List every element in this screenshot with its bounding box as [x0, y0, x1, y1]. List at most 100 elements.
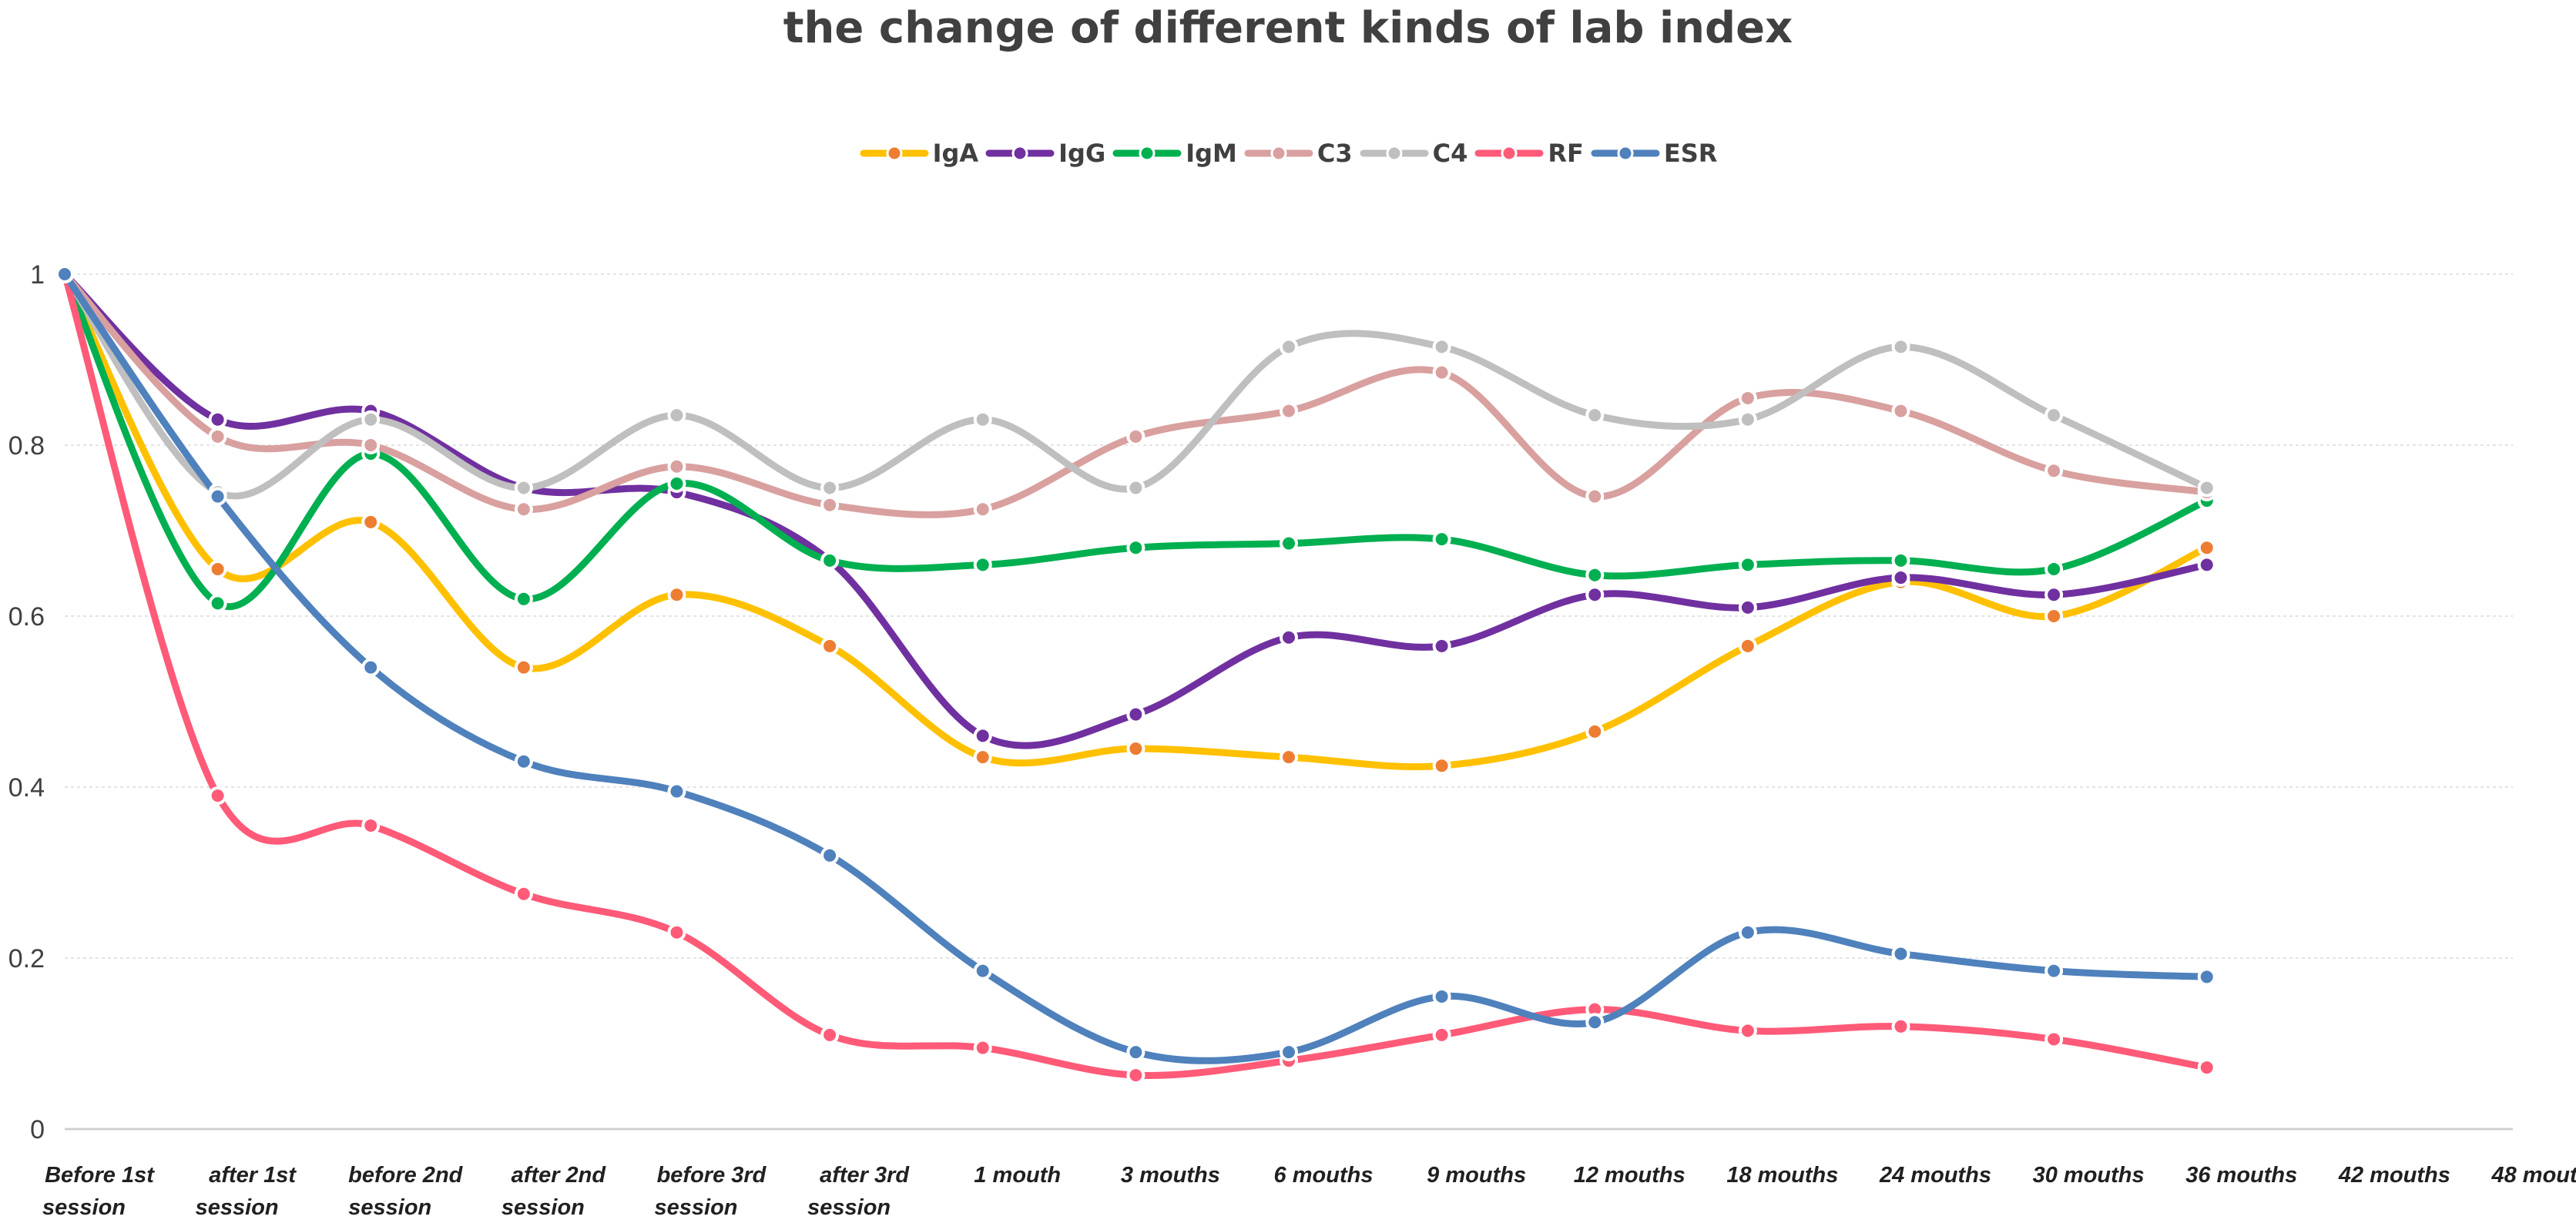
x-tick-label: 6 mouths	[1274, 1163, 1374, 1188]
x-tick-label: 30 mouths	[2033, 1163, 2145, 1188]
point-igm	[1126, 538, 1145, 558]
point-rf	[1891, 1017, 1910, 1036]
point-rf	[973, 1038, 992, 1057]
point-c4	[2197, 478, 2216, 498]
point-c3	[2044, 461, 2064, 481]
legend-swatch	[1360, 145, 1429, 162]
point-iga	[820, 636, 840, 655]
point-igm	[1891, 551, 1910, 570]
legend-item-iga: IgA	[859, 139, 979, 168]
y-tick-label: 0.2	[8, 944, 45, 973]
legend-swatch	[1591, 145, 1660, 162]
point-igg	[1738, 598, 1757, 617]
legend-marker	[1501, 145, 1518, 162]
point-esr	[361, 658, 381, 677]
series-line-c4	[61, 270, 2211, 500]
point-rf	[361, 816, 381, 835]
point-c3	[361, 436, 381, 454]
point-igg	[1280, 628, 1298, 647]
legend-item-rf: RF	[1474, 139, 1584, 168]
point-iga	[208, 559, 227, 578]
point-igm	[1738, 555, 1757, 575]
point-iga	[1585, 722, 1605, 741]
point-rf	[208, 786, 227, 806]
legend-label: C4	[1432, 139, 1468, 168]
point-rf	[514, 884, 533, 903]
point-c3	[1280, 401, 1298, 421]
x-tick-label: 48 mouths	[2490, 1163, 2576, 1188]
legend-marker	[1386, 145, 1403, 162]
legend-item-igg: IgG	[984, 139, 1105, 168]
gridlines	[65, 273, 2513, 959]
legend-swatch	[1112, 145, 1182, 162]
chart-title: the change of different kinds of lab ind…	[783, 3, 1793, 53]
point-iga	[973, 748, 992, 767]
point-esr	[1126, 1043, 1145, 1062]
point-igg	[1126, 705, 1145, 724]
point-esr	[1432, 987, 1451, 1006]
legend-swatch	[1244, 145, 1313, 162]
point-igm	[667, 474, 686, 493]
x-tick-label: before 2nd session	[348, 1163, 464, 1220]
point-esr	[973, 961, 992, 980]
point-igg	[973, 726, 992, 746]
point-igm	[208, 594, 227, 613]
point-iga	[1126, 739, 1145, 759]
series-line-igm	[61, 270, 2211, 610]
point-igg	[1432, 636, 1451, 655]
point-iga	[1738, 636, 1757, 655]
point-c4	[973, 410, 992, 429]
point-c4	[361, 410, 381, 429]
y-tick-label: 1	[30, 260, 45, 290]
point-c4	[820, 478, 840, 498]
point-iga	[2044, 607, 2064, 625]
x-tick-label: after 3rd session	[807, 1163, 910, 1220]
legend-item-igm: IgM	[1112, 139, 1237, 168]
legend-marker	[886, 145, 903, 162]
legend-swatch	[860, 145, 929, 162]
point-iga	[514, 658, 533, 677]
point-c3	[514, 500, 533, 519]
legend-label: IgM	[1186, 139, 1237, 168]
legend-swatch	[985, 145, 1055, 162]
point-iga	[2197, 538, 2216, 558]
legend-label: ESR	[1663, 139, 1718, 168]
series-line-esr	[61, 270, 2211, 1064]
point-c3	[1738, 388, 1757, 407]
y-tick-label: 0.4	[8, 773, 45, 802]
point-rf	[2197, 1058, 2216, 1077]
legend-label: IgG	[1058, 139, 1106, 168]
point-igg	[208, 410, 227, 429]
x-tick-label: before 3rd session	[655, 1163, 767, 1220]
point-igm	[1585, 565, 1605, 585]
point-igm	[2044, 559, 2064, 578]
point-c3	[208, 427, 227, 446]
point-esr	[1585, 1013, 1605, 1032]
point-igg	[2044, 585, 2064, 605]
point-esr	[208, 487, 227, 506]
point-esr	[2197, 967, 2216, 987]
point-igm	[514, 589, 533, 608]
x-tick-label: 42 mouths	[2338, 1163, 2450, 1188]
point-c4	[1891, 337, 1910, 357]
x-tick-label: 12 mouths	[1574, 1163, 1685, 1188]
legend-marker	[1011, 145, 1028, 162]
legend-marker	[1617, 145, 1634, 162]
point-igm	[973, 555, 992, 575]
x-tick-label: after 2nd session	[501, 1163, 607, 1220]
x-tick-label: 18 mouths	[1726, 1163, 1838, 1188]
point-c4	[1432, 337, 1451, 357]
legend-item-c4: C4	[1359, 139, 1468, 168]
x-tick-label: 1 mouth	[974, 1163, 1061, 1188]
legend-marker	[1139, 145, 1156, 162]
point-esr	[55, 265, 74, 283]
point-c4	[667, 406, 686, 425]
y-tick-label: 0	[30, 1115, 45, 1144]
x-tick-label: Before 1st session	[42, 1163, 155, 1220]
legend-label: IgA	[932, 139, 979, 168]
point-igg	[1891, 568, 1910, 588]
point-c4	[1585, 406, 1605, 425]
legend-marker	[1270, 145, 1287, 162]
series-line-igg	[61, 270, 2211, 749]
point-esr	[1891, 944, 1910, 963]
